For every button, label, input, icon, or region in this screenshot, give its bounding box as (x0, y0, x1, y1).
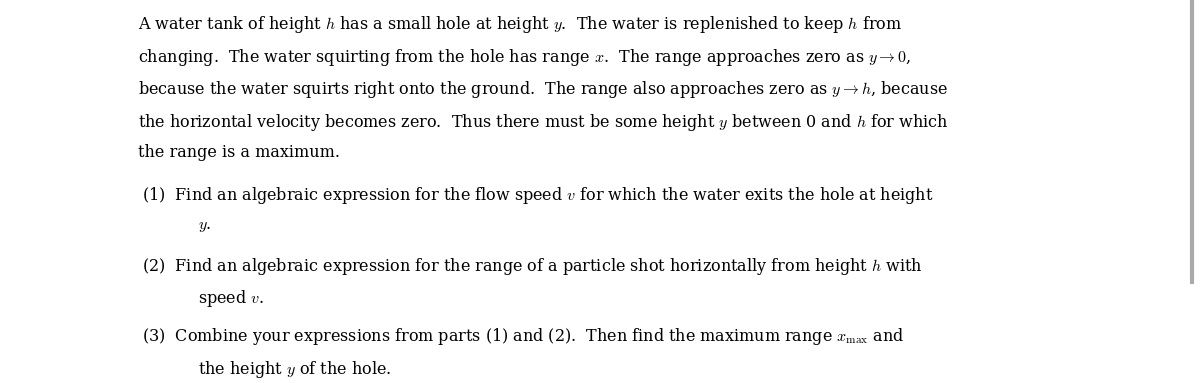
Text: the horizontal velocity becomes zero.  Thus there must be some height $y$ betwee: the horizontal velocity becomes zero. Th… (138, 111, 949, 133)
Text: the height $y$ of the hole.: the height $y$ of the hole. (198, 358, 391, 380)
Text: (1)  Find an algebraic expression for the flow speed $v$ for which the water exi: (1) Find an algebraic expression for the… (142, 185, 934, 206)
Text: $y$.: $y$. (198, 218, 211, 234)
Text: changing.  The water squirting from the hole has range $x$.  The range approache: changing. The water squirting from the h… (138, 47, 911, 67)
Text: speed $v$.: speed $v$. (198, 288, 264, 309)
Text: because the water squirts right onto the ground.  The range also approaches zero: because the water squirts right onto the… (138, 79, 948, 100)
Text: (2)  Find an algebraic expression for the range of a particle shot horizontally : (2) Find an algebraic expression for the… (142, 255, 923, 277)
Text: the range is a maximum.: the range is a maximum. (138, 144, 340, 161)
Text: A water tank of height $h$ has a small hole at height $y$.  The water is repleni: A water tank of height $h$ has a small h… (138, 14, 902, 35)
Text: (3)  Combine your expressions from parts (1) and (2).  Then find the maximum ran: (3) Combine your expressions from parts … (142, 326, 904, 347)
